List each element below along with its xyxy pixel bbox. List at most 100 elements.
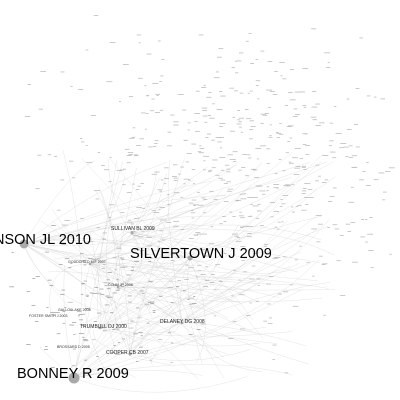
background-node: [347, 231, 352, 232]
citation-edge: [117, 281, 280, 298]
cluster-node: [117, 288, 121, 290]
hub-node-silver[interactable]: [187, 255, 193, 261]
hub-node-cohn[interactable]: [116, 285, 120, 289]
background-node: [191, 210, 194, 211]
background-node: [136, 145, 141, 146]
cluster-node: [120, 266, 125, 268]
background-node: [235, 240, 242, 242]
node-label-cooper-cb-2007[interactable]: COOPER CB 2007: [106, 350, 149, 356]
background-node: [345, 156, 349, 157]
cluster-node: [83, 264, 87, 266]
hub-node-delaney[interactable]: [180, 321, 184, 325]
citation-edge: [23, 243, 122, 281]
background-node: [332, 157, 337, 159]
background-node: [200, 274, 206, 275]
cluster-node: [81, 259, 87, 261]
cluster-node: [112, 329, 115, 330]
background-node: [238, 169, 242, 171]
citation-edge: [129, 349, 251, 361]
hub-node-trumbull[interactable]: [98, 326, 102, 330]
node-label-delaney-dg-2008[interactable]: DELANEY DG 2008: [160, 319, 205, 325]
background-node: [294, 167, 301, 169]
background-node: [198, 204, 204, 206]
citation-edge: [23, 243, 241, 304]
hub-nodes-layer: [19, 231, 193, 384]
node-label-goddchild-mf-2007[interactable]: GODDCHILD M F 2007: [68, 260, 106, 264]
node-label-silvertown-j-2009[interactable]: SILVERTOWN J 2009: [130, 246, 272, 262]
background-node: [120, 212, 125, 213]
cluster-node: [70, 263, 73, 264]
background-node: [295, 114, 300, 115]
background-node: [202, 115, 208, 117]
citation-edge: [129, 325, 152, 355]
background-node: [146, 237, 152, 238]
background-node: [232, 161, 237, 162]
cluster-node: [94, 287, 99, 288]
background-node: [231, 67, 235, 68]
background-node: [146, 253, 150, 255]
background-node: [130, 223, 134, 225]
background-node: [345, 223, 351, 225]
node-label-nson-jl-2010[interactable]: NSON JL 2010: [0, 232, 91, 248]
background-node: [274, 257, 281, 258]
background-node: [138, 77, 143, 79]
node-label-bonney-r-2009[interactable]: BONNEY R 2009: [17, 366, 129, 382]
node-label-foster-smith-j-2003[interactable]: FOSTER SMITH J 2003: [29, 314, 68, 318]
background-node: [180, 196, 184, 198]
background-node: [215, 264, 221, 266]
background-node: [128, 154, 133, 155]
node-label-cohn-jp-2008[interactable]: COHN JP 2008: [108, 283, 133, 287]
hub-node-sullivan[interactable]: [130, 231, 134, 235]
hub-node-nson[interactable]: [19, 239, 29, 249]
hub-node-cooper[interactable]: [128, 352, 132, 356]
citation-edge: [181, 219, 330, 324]
background-node: [220, 95, 226, 97]
background-node: [122, 184, 126, 186]
background-node: [96, 292, 102, 294]
background-node: [369, 217, 373, 218]
cluster-node: [88, 258, 93, 259]
node-label-gallo-lake-2008[interactable]: GALLO&LAKE 2008: [58, 308, 91, 312]
background-node: [305, 145, 310, 146]
cluster-node: [72, 348, 76, 350]
node-label-trumbull-dj-2000[interactable]: TRUMBULL DJ 2000: [80, 324, 127, 330]
citation-edge: [129, 331, 176, 355]
cluster-node: [69, 324, 75, 326]
hub-node-bonney[interactable]: [68, 372, 80, 384]
background-node: [243, 226, 248, 227]
background-node: [279, 133, 284, 135]
background-node: [324, 179, 329, 181]
background-node: [250, 203, 253, 205]
citation-edge: [181, 322, 263, 372]
background-node: [268, 136, 273, 138]
node-label-sullivan-bl-2009[interactable]: SULLIVAN BL 2009: [111, 226, 155, 232]
background-node: [173, 121, 179, 123]
background-node: [330, 151, 336, 153]
cluster-node: [128, 301, 132, 303]
background-node: [312, 275, 315, 277]
background-node: [153, 212, 160, 213]
background-node: [210, 282, 215, 283]
background-node: [317, 223, 323, 225]
citation-edge: [129, 286, 202, 355]
background-node: [188, 297, 195, 299]
background-node: [321, 264, 326, 265]
background-node: [234, 235, 239, 237]
background-node: [291, 211, 295, 213]
hub-node-good[interactable]: [88, 262, 92, 266]
background-node: [122, 168, 127, 170]
background-node: [141, 230, 144, 232]
background-node: [177, 280, 181, 281]
background-node: [305, 154, 310, 155]
background-node: [67, 301, 73, 303]
background-node: [232, 116, 236, 118]
citation-edge: [93, 329, 131, 355]
background-node: [210, 226, 214, 228]
node-label-brossard-d-2005[interactable]: BROSSARD D 2005: [57, 345, 90, 349]
background-node: [274, 71, 278, 72]
background-node: [197, 264, 202, 266]
cluster-node: [35, 321, 39, 322]
cluster-node: [139, 290, 144, 292]
citation-edge: [89, 194, 227, 265]
background-node: [359, 179, 365, 181]
